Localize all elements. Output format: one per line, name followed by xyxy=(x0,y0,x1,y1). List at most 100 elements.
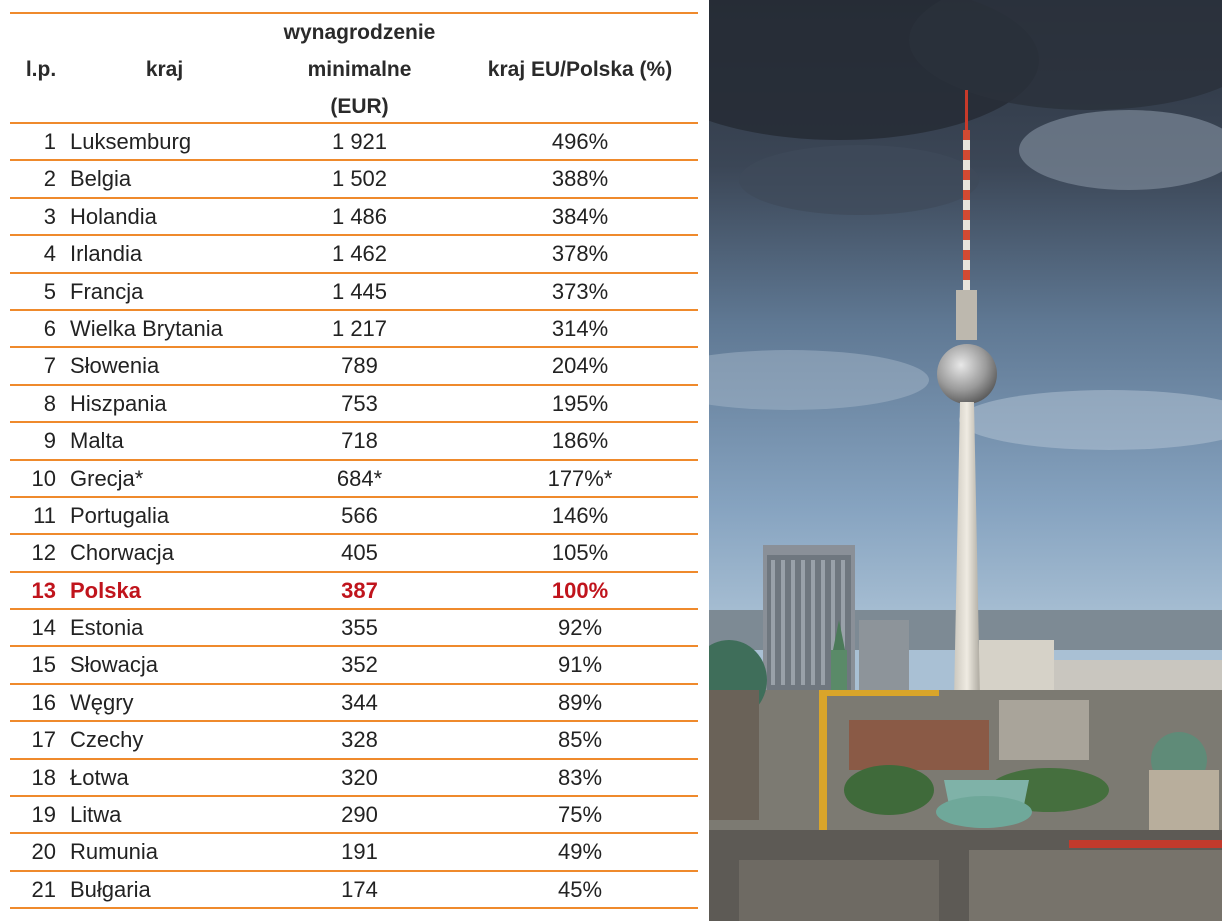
row-pct: 83% xyxy=(557,764,603,790)
row-lp: 1 xyxy=(43,129,56,154)
row-wage: 355 xyxy=(341,615,378,641)
table-row: 20 Rumunia 191 49% xyxy=(10,834,698,872)
row-lp: 7 xyxy=(43,353,56,379)
row-pct: 384% xyxy=(551,203,609,229)
row-wage: 718 xyxy=(341,428,378,454)
row-pct: 204% xyxy=(551,353,609,379)
row-lp: 20 xyxy=(31,839,56,865)
row-pct: 177%* xyxy=(547,465,613,491)
row-pct: 146% xyxy=(551,502,609,528)
row-pct: 45% xyxy=(557,876,603,902)
row-wage: 1 486 xyxy=(331,203,388,229)
header-wage-line3: (EUR) xyxy=(330,95,389,118)
table-row: 19 Litwa 290 75% xyxy=(10,797,698,835)
row-lp: 6 xyxy=(43,315,56,341)
row-lp: 17 xyxy=(31,727,56,753)
row-kraj: Litwa xyxy=(70,802,122,828)
row-kraj: Grecja* xyxy=(70,465,144,491)
row-wage: 1 217 xyxy=(331,315,388,341)
row-pct: 85% xyxy=(557,727,603,753)
row-kraj: Czechy xyxy=(70,727,144,753)
row-wage: 1 462 xyxy=(331,241,388,267)
row-kraj: Polska xyxy=(70,577,141,603)
row-kraj: Słowenia xyxy=(70,353,160,379)
row-kraj: Hiszpania xyxy=(70,390,167,416)
header-wage-line2: minimalne xyxy=(307,58,412,81)
header-kraj: kraj xyxy=(145,58,184,81)
row-wage: 753 xyxy=(341,390,378,416)
row-wage: 352 xyxy=(341,652,378,678)
row-pct: 496% xyxy=(551,129,609,154)
row-pct: 373% xyxy=(551,278,609,304)
row-lp: 15 xyxy=(31,652,56,678)
header-pct: kraj EU/Polska (%) xyxy=(487,58,673,81)
row-pct: 186% xyxy=(551,428,609,454)
row-lp: 13 xyxy=(31,577,56,603)
row-lp: 16 xyxy=(31,689,56,715)
row-kraj: Belgia xyxy=(70,166,132,192)
table-row: 18 Łotwa 320 83% xyxy=(10,760,698,798)
row-lp: 2 xyxy=(43,166,56,192)
table-row: 15 Słowacja 352 91% xyxy=(10,647,698,685)
table-row: 6 Wielka Brytania 1 217 314% xyxy=(10,311,698,349)
row-wage: 1 502 xyxy=(331,166,388,192)
row-kraj: Bułgaria xyxy=(70,876,151,902)
header-rule xyxy=(10,122,698,124)
row-wage: 320 xyxy=(341,764,378,790)
row-lp: 21 xyxy=(31,876,56,902)
row-lp: 9 xyxy=(43,428,56,454)
top-rule xyxy=(10,12,698,14)
row-pct: 388% xyxy=(551,166,609,192)
row-kraj: Francja xyxy=(70,278,144,304)
row-kraj: Rumunia xyxy=(70,839,159,865)
row-wage: 290 xyxy=(341,802,378,828)
table-row: 4 Irlandia 1 462 378% xyxy=(10,236,698,274)
row-lp: 14 xyxy=(31,615,56,641)
row-wage: 405 xyxy=(341,540,378,566)
header-wage: wynagrodzenie minimalne (EUR) xyxy=(257,14,462,125)
row-wage: 1 921 xyxy=(331,129,388,154)
row-lp: 11 xyxy=(33,502,56,528)
row-pct: 92% xyxy=(557,615,603,641)
row-kraj: Chorwacja xyxy=(70,540,174,566)
row-lp: 10 xyxy=(31,465,56,491)
row-wage: 684* xyxy=(336,465,383,491)
table-row: 5 Francja 1 445 373% xyxy=(10,274,698,311)
header-wage-line1: wynagrodzenie xyxy=(283,21,436,44)
row-kraj: Łotwa xyxy=(70,764,129,790)
table-body: 1 Luksemburg 1 921 496% 2 Belgia 1 502 388% 3 Hol… xyxy=(10,124,698,910)
row-pct: 378% xyxy=(551,241,609,267)
table-row: 9 Malta 718 186% xyxy=(10,423,698,461)
row-lp: 5 xyxy=(43,278,56,304)
row-wage: 789 xyxy=(341,353,378,379)
row-pct: 91% xyxy=(557,652,603,678)
row-kraj: Węgry xyxy=(70,689,134,715)
table-row-highlight: 13 Polska 387 100% xyxy=(10,573,698,611)
table-header: l.p. kraj wynagrodzenie minimalne (EUR) … xyxy=(10,14,698,122)
row-lp: 19 xyxy=(31,802,56,828)
row-lp: 18 xyxy=(31,764,56,790)
row-wage: 344 xyxy=(341,689,378,715)
table-row: 14 Estonia 355 92% xyxy=(10,610,698,648)
row-lp: 8 xyxy=(43,390,56,416)
row-lp: 12 xyxy=(31,540,56,566)
row-wage: 174 xyxy=(341,876,378,902)
table-row: 11 Portugalia 566 146% xyxy=(10,498,698,536)
table-row: 10 Grecja* 684* 177%* xyxy=(10,461,698,498)
row-kraj: Malta xyxy=(70,428,124,454)
table-row: 17 Czechy 328 85% xyxy=(10,722,698,760)
row-pct: 49% xyxy=(557,839,603,865)
row-pct: 314% xyxy=(551,315,609,341)
tv-tower-photo xyxy=(709,0,1222,921)
row-kraj: Holandia xyxy=(70,203,157,229)
row-pct: 100% xyxy=(551,577,609,603)
header-lp: l.p. xyxy=(25,58,57,81)
table-row: 16 Węgry 344 89% xyxy=(10,685,698,723)
table-row: 8 Hiszpania 753 195% xyxy=(10,386,698,424)
row-kraj: Słowacja xyxy=(70,652,159,678)
row-kraj: Irlandia xyxy=(70,241,143,267)
row-wage: 191 xyxy=(341,839,378,865)
table-row: 3 Holandia 1 486 384% xyxy=(10,199,698,237)
row-wage: 328 xyxy=(341,727,378,753)
table-row: 21 Bułgaria 174 45% xyxy=(10,872,698,910)
